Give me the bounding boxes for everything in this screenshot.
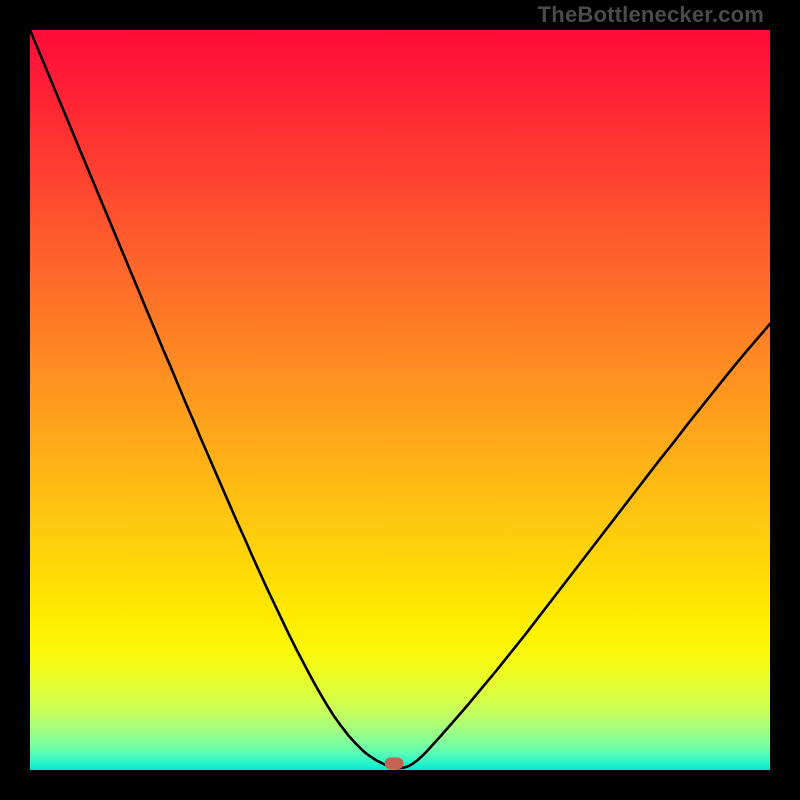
gradient-background [30,30,770,770]
watermark-text: TheBottlenecker.com [538,2,764,28]
min-marker [385,757,404,769]
chart-plot-area [30,30,770,770]
bottleneck-chart-svg [30,30,770,770]
